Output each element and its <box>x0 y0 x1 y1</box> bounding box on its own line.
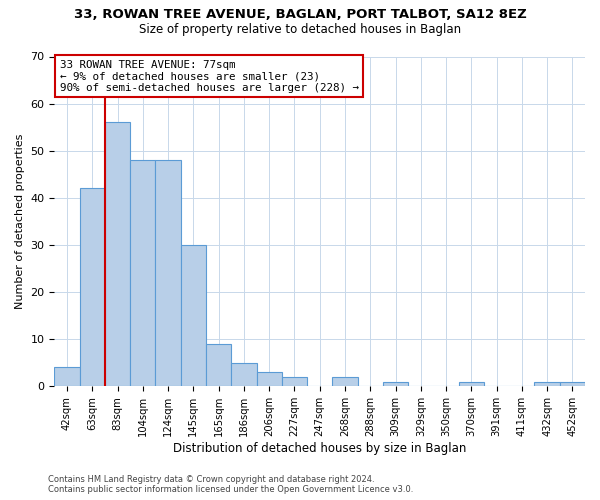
Y-axis label: Number of detached properties: Number of detached properties <box>15 134 25 309</box>
Bar <box>257 372 282 386</box>
Bar <box>458 382 484 386</box>
Text: 33, ROWAN TREE AVENUE, BAGLAN, PORT TALBOT, SA12 8EZ: 33, ROWAN TREE AVENUE, BAGLAN, PORT TALB… <box>74 8 526 20</box>
Bar <box>80 188 105 386</box>
Bar <box>130 160 155 386</box>
Bar <box>231 363 257 386</box>
Bar <box>332 377 358 386</box>
Text: 33 ROWAN TREE AVENUE: 77sqm
← 9% of detached houses are smaller (23)
90% of semi: 33 ROWAN TREE AVENUE: 77sqm ← 9% of deta… <box>60 60 359 93</box>
Bar <box>105 122 130 386</box>
Bar <box>155 160 181 386</box>
Bar <box>282 377 307 386</box>
Bar <box>383 382 408 386</box>
Bar <box>206 344 231 387</box>
Bar <box>181 245 206 386</box>
Text: Size of property relative to detached houses in Baglan: Size of property relative to detached ho… <box>139 22 461 36</box>
Bar <box>55 368 80 386</box>
X-axis label: Distribution of detached houses by size in Baglan: Distribution of detached houses by size … <box>173 442 466 455</box>
Text: Contains HM Land Registry data © Crown copyright and database right 2024.
Contai: Contains HM Land Registry data © Crown c… <box>48 474 413 494</box>
Bar <box>535 382 560 386</box>
Bar <box>560 382 585 386</box>
